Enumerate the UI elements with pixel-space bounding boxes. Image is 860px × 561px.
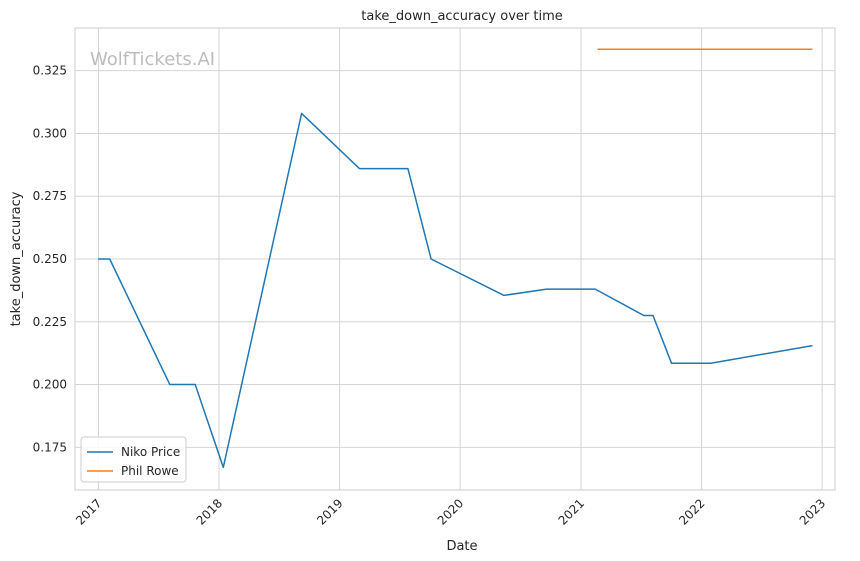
y-tick-label: 0.325 bbox=[33, 64, 67, 78]
x-axis-title: Date bbox=[446, 539, 477, 554]
chart-title: take_down_accuracy over time bbox=[361, 9, 562, 24]
x-tick-label: 2021 bbox=[556, 496, 587, 527]
watermark: WolfTickets.AI bbox=[90, 49, 215, 70]
x-axis-ticks: 2017 2018 2019 2020 2021 2022 2023 bbox=[73, 496, 828, 527]
x-tick-label: 2023 bbox=[797, 496, 828, 527]
legend-label: Phil Rowe bbox=[121, 464, 179, 478]
y-axis-ticks: 0.175 0.200 0.225 0.250 0.275 0.300 0.325 bbox=[33, 64, 67, 455]
x-tick-label: 2020 bbox=[435, 496, 466, 527]
y-tick-label: 0.225 bbox=[33, 315, 67, 329]
y-tick-label: 0.300 bbox=[33, 126, 67, 140]
y-tick-label: 0.200 bbox=[33, 378, 67, 392]
series-layer bbox=[98, 48, 813, 469]
series-line-niko-price bbox=[98, 112, 813, 469]
y-tick-label: 0.175 bbox=[33, 440, 67, 454]
y-tick-label: 0.250 bbox=[33, 252, 67, 266]
y-axis-title: take_down_accuracy bbox=[9, 191, 24, 326]
x-tick-label: 2019 bbox=[314, 496, 345, 527]
x-tick-label: 2022 bbox=[676, 496, 707, 527]
y-tick-label: 0.275 bbox=[33, 189, 67, 203]
legend-label: Niko Price bbox=[121, 445, 180, 459]
x-tick-label: 2017 bbox=[73, 496, 104, 527]
legend: Niko Price Phil Rowe bbox=[80, 436, 187, 483]
grid bbox=[75, 28, 835, 490]
x-tick-label: 2018 bbox=[194, 496, 225, 527]
